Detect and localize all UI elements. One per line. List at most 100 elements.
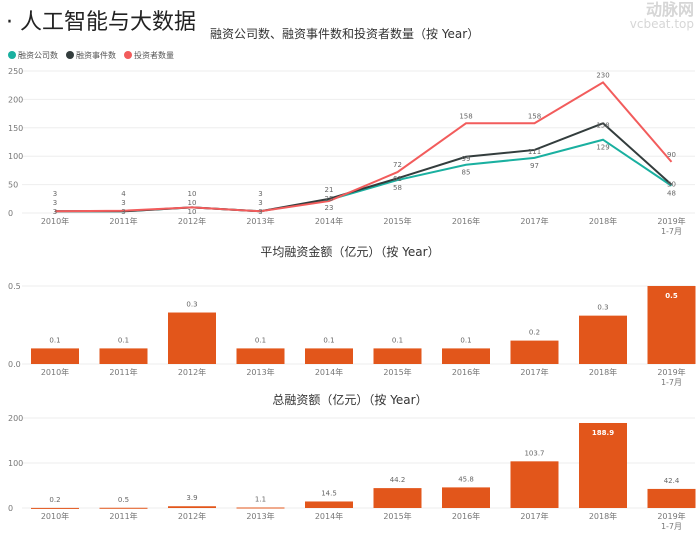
x-tick-label: 2016年: [452, 367, 480, 377]
bar: [510, 340, 559, 364]
x-tick-label: 2013年: [246, 367, 274, 377]
bar: [168, 312, 216, 364]
x-tick-label: 2019年: [657, 367, 685, 377]
y-tick-label: 100: [8, 459, 23, 468]
data-label: 72: [393, 161, 402, 169]
data-label: 111: [528, 148, 541, 156]
x-tick-label: 1-7月: [661, 522, 682, 531]
data-label: 3: [53, 199, 57, 207]
data-label: 0.3: [186, 301, 197, 309]
bar: [647, 286, 696, 364]
bar: [579, 422, 627, 508]
legend-marker: [124, 51, 132, 59]
x-tick-label: 2018年: [589, 216, 617, 226]
data-label: 10: [188, 199, 197, 207]
data-label: 45.8: [458, 475, 474, 483]
x-tick-label: 2011年: [109, 216, 137, 226]
data-label: 1.1: [255, 496, 266, 504]
x-tick-label: 2016年: [452, 216, 480, 226]
legend-label: 融资公司数: [18, 50, 58, 60]
data-label: 25: [325, 195, 334, 203]
series-line: [55, 138, 673, 213]
data-label: 0.1: [392, 336, 403, 344]
x-tick-label: 2015年: [383, 367, 411, 377]
bar: [31, 507, 79, 509]
series-line: [54, 81, 673, 213]
y-tick-label: 100: [8, 152, 23, 161]
data-label: 158: [596, 121, 609, 129]
legend-label: 融资事件数: [76, 50, 116, 60]
y-tick-label: 0.0: [8, 360, 21, 369]
bar: [510, 461, 559, 508]
data-label: 0.1: [460, 336, 471, 344]
data-label: 44.2: [390, 476, 406, 484]
bar: [236, 507, 285, 509]
bar: [373, 488, 422, 508]
legend-label: 投资者数量: [134, 50, 174, 60]
data-label: 99: [462, 155, 471, 163]
x-tick-label: 1-7月: [661, 378, 682, 387]
data-label: 50: [667, 181, 676, 189]
y-tick-label: 50: [8, 181, 18, 190]
data-label: 158: [528, 112, 541, 120]
data-label: 90: [667, 151, 676, 159]
data-label: 3: [258, 190, 262, 198]
data-label: 23: [325, 204, 334, 212]
x-tick-label: 2013年: [246, 216, 274, 226]
bar: [442, 348, 490, 364]
data-label: 97: [530, 162, 539, 170]
x-tick-label: 2019年: [657, 216, 685, 226]
data-label: 158: [459, 112, 472, 120]
chart-title: 平均融资金额（亿元）（按 Year）: [260, 244, 439, 259]
bar: [168, 506, 216, 508]
bar: [305, 348, 353, 364]
data-label: 0.1: [49, 336, 60, 344]
x-tick-label: 2012年: [178, 216, 206, 226]
data-label: 10: [188, 208, 197, 216]
data-label: 3: [121, 199, 125, 207]
data-label: 48: [667, 190, 676, 198]
y-tick-label: 0: [8, 504, 13, 513]
y-tick-label: 250: [8, 67, 23, 76]
data-label: 0.2: [49, 496, 60, 504]
data-label: 3: [258, 199, 262, 207]
data-label: 0.1: [118, 336, 129, 344]
data-label: 0.5: [118, 496, 129, 504]
y-tick-label: 200: [8, 414, 23, 423]
bar: [305, 501, 353, 508]
data-label: 85: [462, 169, 471, 177]
legend-marker: [66, 51, 74, 59]
data-label: 14.5: [321, 489, 337, 497]
y-tick-label: 0.5: [8, 282, 21, 291]
data-label: 129: [596, 144, 609, 152]
x-tick-label: 2012年: [178, 367, 206, 377]
x-tick-label: 2013年: [246, 511, 274, 521]
x-tick-label: 2014年: [315, 367, 343, 377]
chart-title: 融资公司数、融资事件数和投资者数量（按 Year）: [210, 26, 479, 41]
bar: [31, 348, 79, 364]
bar: [373, 348, 422, 364]
y-tick-label: 150: [8, 124, 23, 133]
bar: [579, 315, 627, 364]
bar: [442, 487, 490, 508]
data-label: 0.1: [255, 336, 266, 344]
y-tick-label: 200: [8, 95, 23, 104]
x-tick-label: 2015年: [383, 216, 411, 226]
data-label: 0.2: [529, 329, 540, 337]
legend-marker: [8, 51, 16, 59]
chart-title: 总融资额（亿元）（按 Year）: [272, 392, 427, 407]
data-label: 21: [325, 186, 334, 194]
bar: [236, 348, 285, 364]
data-label: 61: [393, 175, 402, 183]
x-tick-label: 2010年: [41, 511, 69, 521]
x-tick-label: 2017年: [520, 511, 548, 521]
data-label: 3: [53, 190, 57, 198]
x-tick-label: 2017年: [520, 367, 548, 377]
x-tick-label: 2019年: [657, 511, 685, 521]
data-label: 4: [121, 190, 126, 198]
y-tick-label: 0: [8, 209, 13, 218]
data-label: 58: [393, 184, 402, 192]
data-label: 3: [258, 208, 262, 216]
data-label: 0.3: [597, 304, 608, 312]
